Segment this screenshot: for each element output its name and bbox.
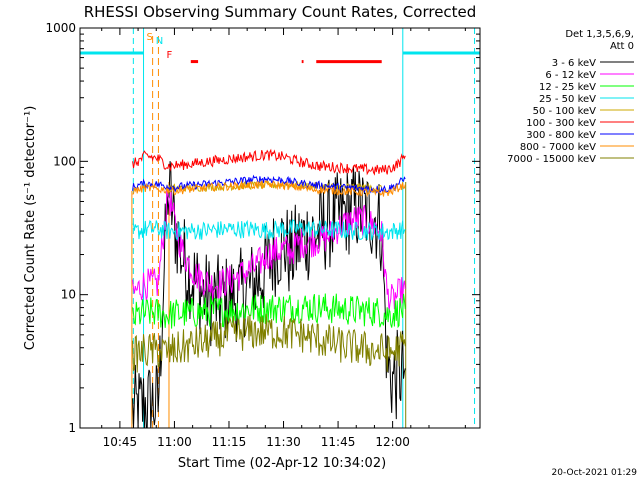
- series-line-7: [132, 179, 406, 198]
- series-line-3: [132, 219, 406, 241]
- legend-label-0: 3 - 6 keV: [552, 58, 596, 69]
- x-tick-label-0: 10:45: [103, 435, 138, 449]
- y-tick-label-3: 1000: [45, 21, 76, 35]
- series-line-6: [132, 174, 406, 194]
- x-tick-label-1: 11:00: [157, 435, 192, 449]
- x-tick-label-4: 11:45: [321, 435, 356, 449]
- plot-area: S NF: [80, 28, 480, 429]
- legend-label-3: 25 - 50 keV: [539, 94, 596, 105]
- x-tick-label-2: 11:15: [212, 435, 247, 449]
- plot-frame: [79, 27, 481, 429]
- chart-title: RHESSI Observing Summary Count Rates, Co…: [84, 3, 477, 21]
- y-axis-label: Corrected Count Rate (s⁻¹ detector⁻¹): [23, 106, 38, 351]
- legend-header-0: Det 1,3,5,6,9,: [565, 29, 634, 40]
- legend-label-2: 12 - 25 keV: [539, 82, 596, 93]
- flag-label-N: N: [156, 36, 163, 47]
- x-tick-label-5: 12:00: [375, 435, 410, 449]
- legend-label-6: 300 - 800 keV: [526, 130, 596, 141]
- legend-label-7: 800 - 7000 keV: [520, 142, 596, 153]
- series-line-2: [132, 293, 406, 329]
- series-line-1: [132, 185, 406, 313]
- y-tick-label-2: 100: [53, 154, 76, 168]
- legend-label-5: 100 - 300 keV: [526, 118, 596, 129]
- legend-label-1: 6 - 12 keV: [545, 70, 596, 81]
- y-tick-label-1: 10: [61, 288, 76, 302]
- flag-label-S: S: [147, 32, 153, 43]
- x-axis-label: Start Time (02-Apr-12 10:34:02): [178, 456, 386, 471]
- x-tick-label-3: 11:30: [266, 435, 301, 449]
- series-line-5: [132, 148, 406, 176]
- flag-label-F: F: [166, 50, 172, 61]
- axes: 10:45 11:00 11:15 11:30 11:45 12:00 1 10 100 1000: [45, 21, 480, 449]
- footer-date: 20-Oct-2021 01:29: [552, 468, 638, 478]
- legend-label-8: 7000 - 15000 keV: [507, 154, 596, 165]
- y-tick-label-0: 1: [68, 421, 76, 435]
- legend-label-4: 50 - 100 keV: [533, 106, 597, 117]
- legend-header-1: Att 0: [610, 41, 634, 52]
- series-line-8: [132, 313, 406, 373]
